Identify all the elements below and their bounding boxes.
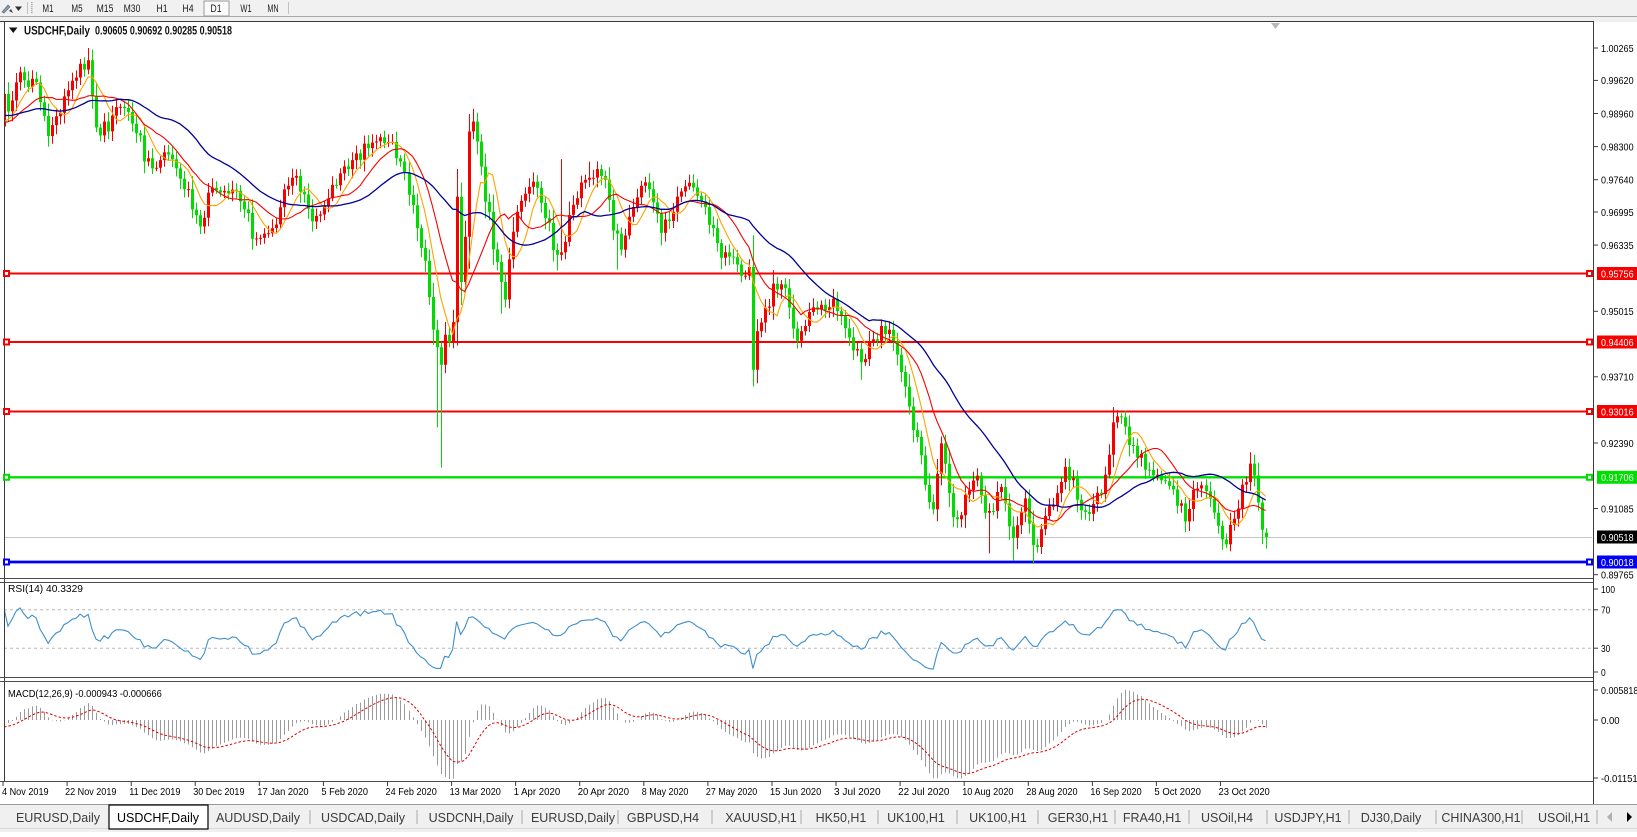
svg-text:23 Oct 2020: 23 Oct 2020: [1219, 786, 1270, 798]
svg-text:0.96995: 0.96995: [1601, 207, 1634, 219]
svg-text:RSI(14) 40.3329: RSI(14) 40.3329: [8, 583, 83, 595]
svg-text:W1: W1: [240, 3, 251, 15]
svg-text:0.99620: 0.99620: [1601, 75, 1634, 87]
svg-text:24 Feb 2020: 24 Feb 2020: [386, 786, 437, 798]
svg-text:USDCHF,Daily: USDCHF,Daily: [117, 811, 200, 825]
svg-text:UK100,H1: UK100,H1: [887, 811, 945, 825]
svg-text:30 Dec 2019: 30 Dec 2019: [193, 786, 244, 798]
svg-text:17 Jan 2020: 17 Jan 2020: [257, 786, 308, 798]
svg-text:0.95756: 0.95756: [1601, 268, 1634, 280]
svg-text:FRA40,H1: FRA40,H1: [1123, 811, 1181, 825]
svg-text:0.94406: 0.94406: [1601, 337, 1634, 349]
svg-text:0.90518: 0.90518: [1601, 532, 1634, 544]
svg-text:11 Dec 2019: 11 Dec 2019: [129, 786, 180, 798]
svg-text:0.90605 0.90692 0.90285 0.9051: 0.90605 0.90692 0.90285 0.90518: [95, 26, 232, 38]
svg-text:MACD(12,26,9) -0.000943 -0.000: MACD(12,26,9) -0.000943 -0.000666: [8, 688, 162, 700]
svg-text:M30: M30: [124, 3, 141, 15]
svg-text:28 Aug 2020: 28 Aug 2020: [1026, 786, 1077, 798]
svg-text:H4: H4: [182, 3, 193, 15]
svg-text:30: 30: [1601, 643, 1610, 655]
svg-text:USDJPY,H1: USDJPY,H1: [1274, 811, 1341, 825]
svg-text:EURUSD,Daily: EURUSD,Daily: [16, 811, 101, 825]
svg-text:MN: MN: [267, 3, 278, 15]
svg-text:5 Oct 2020: 5 Oct 2020: [1154, 786, 1201, 798]
svg-text:GBPUSD,H4: GBPUSD,H4: [627, 811, 699, 825]
svg-text:1.00265: 1.00265: [1601, 43, 1634, 55]
svg-text:1 Apr 2020: 1 Apr 2020: [514, 786, 561, 798]
svg-text:0.95015: 0.95015: [1601, 306, 1634, 318]
svg-text:M15: M15: [97, 3, 114, 15]
svg-text:0.93710: 0.93710: [1601, 372, 1634, 384]
svg-text:0.98300: 0.98300: [1601, 141, 1634, 153]
svg-text:0.005818: 0.005818: [1601, 685, 1637, 697]
svg-text:15 Jun 2020: 15 Jun 2020: [770, 786, 821, 798]
svg-text:USOil,H1: USOil,H1: [1538, 811, 1590, 825]
svg-text:CHINA300,H1: CHINA300,H1: [1441, 811, 1520, 825]
svg-text:0.98960: 0.98960: [1601, 108, 1634, 120]
svg-text:DJ30,Daily: DJ30,Daily: [1361, 811, 1422, 825]
svg-text:16 Sep 2020: 16 Sep 2020: [1090, 786, 1141, 798]
svg-text:5 Feb 2020: 5 Feb 2020: [321, 786, 368, 798]
svg-text:27 May 2020: 27 May 2020: [706, 786, 757, 798]
svg-text:HK50,H1: HK50,H1: [816, 811, 867, 825]
svg-text:H1: H1: [156, 3, 167, 15]
svg-text:USOil,H4: USOil,H4: [1201, 811, 1253, 825]
svg-text:20 Apr 2020: 20 Apr 2020: [578, 786, 629, 798]
svg-text:AUDUSD,Daily: AUDUSD,Daily: [216, 811, 301, 825]
svg-text:0.89765: 0.89765: [1601, 570, 1634, 582]
svg-text:0.93016: 0.93016: [1601, 406, 1634, 418]
svg-text:D1: D1: [210, 3, 221, 15]
svg-text:UK100,H1: UK100,H1: [969, 811, 1027, 825]
svg-text:USDCHF,Daily: USDCHF,Daily: [24, 26, 91, 38]
svg-text:13 Mar 2020: 13 Mar 2020: [450, 786, 501, 798]
svg-text:0.96335: 0.96335: [1601, 240, 1634, 252]
svg-text:0.92390: 0.92390: [1601, 438, 1634, 450]
svg-text:USDCAD,Daily: USDCAD,Daily: [321, 811, 406, 825]
svg-text:3 Jul 2020: 3 Jul 2020: [834, 786, 881, 798]
svg-text:8 May 2020: 8 May 2020: [642, 786, 689, 798]
svg-text:GER30,H1: GER30,H1: [1048, 811, 1108, 825]
svg-text:0.91706: 0.91706: [1601, 472, 1634, 484]
svg-text:4 Nov 2019: 4 Nov 2019: [2, 786, 49, 798]
svg-text:22 Nov 2019: 22 Nov 2019: [65, 786, 116, 798]
svg-text:70: 70: [1601, 605, 1610, 617]
svg-text:0.97640: 0.97640: [1601, 175, 1634, 187]
svg-text:0.91085: 0.91085: [1601, 503, 1634, 515]
svg-text:USDCNH,Daily: USDCNH,Daily: [429, 811, 514, 825]
svg-text:M5: M5: [71, 3, 82, 15]
svg-text:22 Jul 2020: 22 Jul 2020: [898, 786, 949, 798]
svg-text:XAUUSD,H1: XAUUSD,H1: [725, 811, 797, 825]
svg-text:100: 100: [1601, 584, 1615, 596]
svg-text:M1: M1: [42, 3, 53, 15]
svg-text:EURUSD,Daily: EURUSD,Daily: [531, 811, 616, 825]
svg-text:0.90018: 0.90018: [1601, 557, 1634, 569]
svg-text:10 Aug 2020: 10 Aug 2020: [962, 786, 1013, 798]
svg-text:0: 0: [1601, 667, 1606, 679]
svg-text:0.00: 0.00: [1601, 715, 1620, 727]
